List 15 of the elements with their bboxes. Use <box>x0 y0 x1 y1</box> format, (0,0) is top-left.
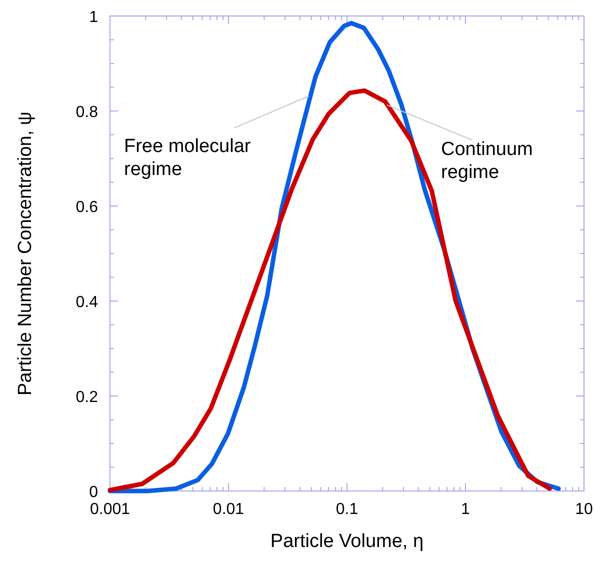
x-tick-label: 1 <box>461 501 470 518</box>
y-tick-label: 0.6 <box>76 199 98 216</box>
y-axis-title: Particle Number Concentration, ψ <box>15 112 36 396</box>
series-label: Free molecular regime <box>124 136 252 180</box>
y-tick-label: 0 <box>89 484 98 501</box>
x-tick-label: 0.01 <box>212 501 244 518</box>
x-tick-label: 0.1 <box>336 501 358 518</box>
x-axis-title: Particle Volume, η <box>270 531 424 552</box>
x-tick-label: 10 <box>575 501 593 518</box>
y-tick-label: 0.8 <box>76 104 98 121</box>
y-tick-label: 1 <box>89 9 98 26</box>
x-tick-label: 0.001 <box>90 501 130 518</box>
y-tick-label: 0.2 <box>76 389 98 406</box>
y-tick-label: 0.4 <box>76 294 98 311</box>
series-label: Continuum regime <box>441 139 533 183</box>
